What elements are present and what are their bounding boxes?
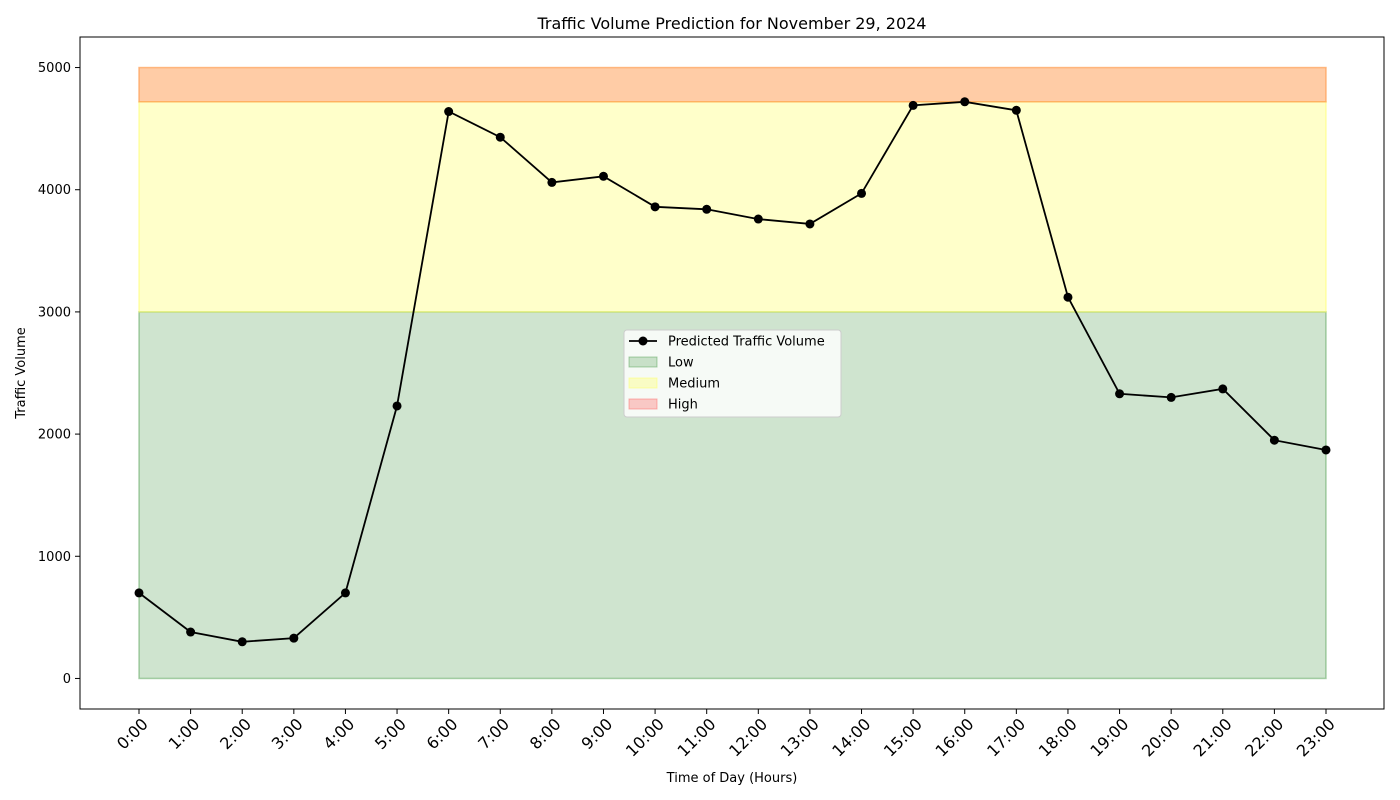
legend-patch-swatch <box>628 356 658 368</box>
x-tick-label: 15:00 <box>880 714 926 760</box>
y-tick-label: 1000 <box>38 550 71 565</box>
data-point <box>960 97 970 107</box>
legend-box <box>623 329 842 418</box>
x-tick-label: 6:00 <box>423 714 462 753</box>
series-line <box>138 100 1327 643</box>
data-point <box>547 177 557 187</box>
x-tick-label: 20:00 <box>1138 714 1184 760</box>
data-point <box>702 204 712 214</box>
series-layer <box>134 97 1331 647</box>
x-tick-label: 4:00 <box>319 714 358 753</box>
data-point <box>1321 445 1331 455</box>
x-tick-label: 1:00 <box>165 714 204 753</box>
y-axis-label: Traffic Volume <box>14 327 29 420</box>
band-high <box>138 66 1327 103</box>
y-tick-label: 5000 <box>38 61 71 76</box>
x-tick-label: 14:00 <box>828 714 874 760</box>
x-tick-label: 3:00 <box>268 714 307 753</box>
data-point <box>857 188 867 198</box>
data-point <box>1011 105 1021 115</box>
data-point <box>1115 389 1125 399</box>
data-point <box>650 202 660 212</box>
chart-title: Traffic Volume Prediction for November 2… <box>537 14 927 33</box>
plot-frame <box>79 36 1385 710</box>
x-tick-label: 21:00 <box>1190 714 1236 760</box>
data-point <box>598 171 608 181</box>
legend-label: Predicted Traffic Volume <box>668 335 825 350</box>
data-point <box>340 588 350 598</box>
x-tick-label: 7:00 <box>474 714 513 753</box>
x-tick-label: 5:00 <box>371 714 410 753</box>
y-axis: 0 1000 2000 3000 4000 5000 <box>38 61 80 687</box>
y-tick-label: 0 <box>63 672 71 687</box>
x-tick-label: 2:00 <box>216 714 255 753</box>
data-point <box>1166 392 1176 402</box>
data-point <box>1063 292 1073 302</box>
y-tick-label: 3000 <box>38 305 71 320</box>
data-point <box>134 588 144 598</box>
x-tick-label: 0:00 <box>113 714 152 753</box>
y-tick-label: 2000 <box>38 428 71 443</box>
x-tick-label: 11:00 <box>673 714 719 760</box>
data-point <box>289 633 299 643</box>
x-tick-label: 18:00 <box>1035 714 1081 760</box>
legend: Predicted Traffic Volume Low Medium High <box>623 329 842 418</box>
data-point <box>1218 384 1228 394</box>
x-tick-label: 22:00 <box>1241 714 1287 760</box>
x-tick-label: 19:00 <box>1086 714 1132 760</box>
x-axis: 0:00 1:00 2:00 3:00 4:00 5:00 6:00 7:00 8:00 9:00… <box>113 709 1339 760</box>
x-tick-label: 8:00 <box>526 714 565 753</box>
legend-patch-swatch <box>628 398 658 410</box>
x-axis-label: Time of Day (Hours) <box>666 771 798 786</box>
data-point <box>1269 435 1279 445</box>
legend-label: High <box>668 398 698 413</box>
y-tick-label: 4000 <box>38 183 71 198</box>
legend-label: Low <box>668 356 694 371</box>
x-tick-label: 23:00 <box>1293 714 1339 760</box>
legend-marker-swatch <box>638 336 648 346</box>
legend-label: Medium <box>668 377 720 392</box>
data-point <box>392 401 402 411</box>
x-tick-label: 16:00 <box>932 714 978 760</box>
x-tick-label: 10:00 <box>622 714 668 760</box>
data-point <box>237 637 247 647</box>
x-tick-label: 17:00 <box>983 714 1029 760</box>
data-point <box>186 627 196 637</box>
data-point <box>908 100 918 110</box>
x-tick-label: 12:00 <box>725 714 771 760</box>
x-tick-label: 9:00 <box>577 714 616 753</box>
data-point <box>444 107 454 117</box>
data-point <box>805 219 815 229</box>
data-point <box>753 214 763 224</box>
x-tick-label: 13:00 <box>777 714 823 760</box>
band-medium <box>138 101 1327 313</box>
data-point <box>495 132 505 142</box>
legend-patch-swatch <box>628 377 658 389</box>
